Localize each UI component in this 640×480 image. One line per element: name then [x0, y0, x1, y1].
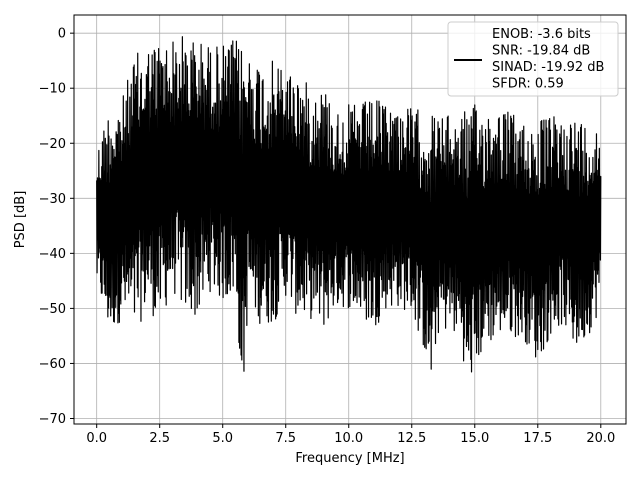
- y-tick-label: −20: [39, 137, 66, 152]
- y-tick-label: −40: [39, 247, 66, 262]
- x-tick-label: 12.5: [397, 431, 426, 446]
- x-tick-label: 15.0: [460, 431, 489, 446]
- legend-box: [447, 21, 619, 97]
- x-tick-label: 0.0: [86, 431, 107, 446]
- x-tick-label: 5.0: [212, 431, 233, 446]
- y-tick-label: −60: [39, 357, 66, 372]
- legend-line-sfdr: SFDR: 0.59: [492, 77, 564, 92]
- legend-line-snr: SNR: -19.84 dB: [492, 44, 590, 59]
- plot-area: [96, 36, 602, 373]
- y-tick-label: −30: [39, 192, 66, 207]
- legend-line-sinad: SINAD: -19.92 dB: [492, 60, 604, 75]
- psd-series-line: [96, 36, 602, 373]
- legend: ENOB: -3.6 bits SNR: -19.84 dB SINAD: -1…: [447, 21, 619, 97]
- legend-line-enob: ENOB: -3.6 bits: [492, 27, 591, 42]
- y-axis-title: PSD [dB]: [13, 191, 28, 249]
- y-tick-label: −10: [39, 82, 66, 97]
- y-tick-label: −50: [39, 302, 66, 317]
- x-tick-label: 17.5: [523, 431, 552, 446]
- x-tick-label: 20.0: [586, 431, 615, 446]
- x-axis-title: Frequency [MHz]: [295, 451, 404, 466]
- y-tick-label: −70: [39, 412, 66, 427]
- x-tick-label: 7.5: [275, 431, 296, 446]
- x-axis: 0.0 2.5 5.0 7.5 10.0 12.5 15.0 17.5 20.0: [86, 424, 615, 446]
- axes-frame: [73, 14, 627, 425]
- y-tick-label: 0: [58, 27, 66, 42]
- x-tick-label: 2.5: [149, 431, 170, 446]
- y-axis: 0 −10 −20 −30 −40 −50 −60 −70: [39, 27, 74, 427]
- x-tick-label: 10.0: [334, 431, 363, 446]
